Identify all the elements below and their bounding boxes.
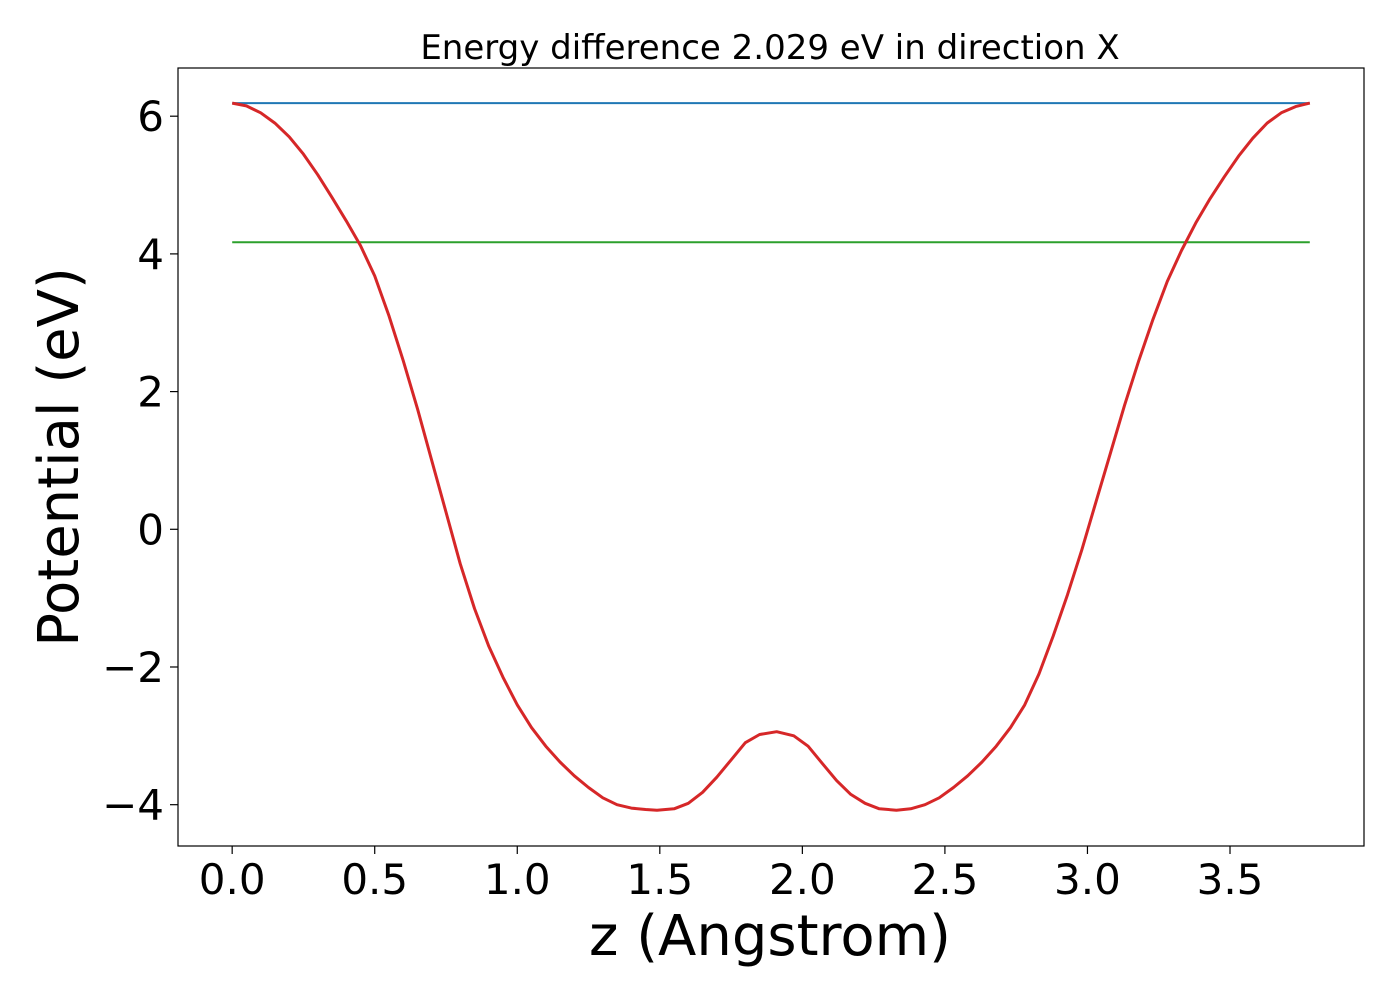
x-axis: 0.0 0.5 1.0 1.5 2.0 2.5 3.0 3.5 xyxy=(199,846,1264,904)
plot-area xyxy=(231,101,1311,812)
x-tick-label: 3.5 xyxy=(1197,855,1264,904)
x-tick-label: 0.5 xyxy=(341,855,408,904)
plot-frame xyxy=(177,67,1365,847)
x-tick-label: 2.0 xyxy=(769,855,836,904)
x-tick-label: 3.0 xyxy=(1054,855,1121,904)
x-tick-label: 2.5 xyxy=(912,855,979,904)
y-tick-label: 6 xyxy=(137,92,164,141)
y-tick-label: 2 xyxy=(137,368,164,417)
y-tick-label: 0 xyxy=(137,505,164,554)
y-axis: −4 −2 0 2 4 6 xyxy=(102,92,178,830)
x-tick-label: 0.0 xyxy=(199,855,266,904)
y-tick-label: −4 xyxy=(102,781,164,830)
y-axis-label: Potential (eV) xyxy=(27,267,92,647)
series-potential-curve xyxy=(231,101,1311,812)
x-tick-label: 1.0 xyxy=(484,855,551,904)
y-tick-label: 4 xyxy=(137,230,164,279)
chart-title: Energy difference 2.029 eV in direction … xyxy=(420,28,1119,68)
y-tick-label: −2 xyxy=(102,643,164,692)
x-axis-label: z (Angstrom) xyxy=(589,904,951,969)
x-tick-label: 1.5 xyxy=(626,855,693,904)
